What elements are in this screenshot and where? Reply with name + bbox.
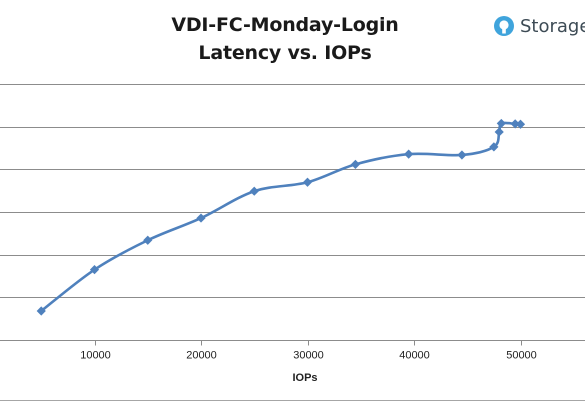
data-point [350, 159, 361, 169]
series-line [39, 121, 522, 313]
data-point [302, 177, 313, 187]
data-point [515, 119, 526, 129]
data-point [89, 265, 100, 275]
x-tick-label: 20000 [186, 350, 217, 362]
storage-logo-icon [494, 16, 514, 36]
x-tick-label: 30000 [293, 350, 324, 362]
chart-subtitle: Latency vs. IOPs [198, 42, 372, 64]
data-point [36, 306, 46, 316]
data-point [510, 119, 520, 129]
data-point [143, 235, 153, 245]
x-axis-title: IOPs [292, 372, 317, 384]
x-tick-label: 10000 [80, 350, 111, 362]
data-point [404, 149, 414, 159]
data-point [494, 127, 504, 137]
storage-logo-text: Storage [520, 15, 585, 37]
data-point [249, 186, 259, 196]
data-point [489, 142, 499, 152]
data-point [496, 118, 506, 129]
data-point [457, 150, 467, 160]
chart-title: VDI-FC-Monday-Login [171, 14, 399, 36]
storage-logo: Storage [493, 13, 585, 39]
x-tick-label: 40000 [399, 350, 430, 362]
data-point [196, 213, 206, 223]
x-tick-label: 50000 [506, 350, 537, 362]
